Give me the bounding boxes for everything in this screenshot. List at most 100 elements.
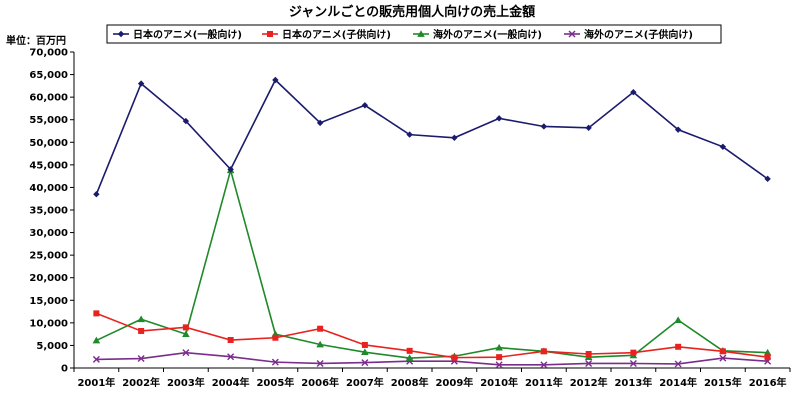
x-tick-label: 2007年	[346, 376, 384, 389]
y-tick-label: 40,000	[29, 183, 68, 194]
data-point-x	[719, 354, 727, 362]
y-tick-label: 70,000	[29, 48, 68, 59]
y-tick-label: 45,000	[29, 160, 68, 171]
series-4	[92, 349, 772, 369]
axes: 0 5,000 10,000 15,000 20,000 25,000 30,000 35,0…	[29, 48, 791, 389]
data-point-square	[406, 347, 413, 354]
series-line	[96, 351, 768, 366]
data-point-diamond	[137, 80, 145, 87]
x-tick-label: 2010年	[480, 376, 518, 389]
data-point-diamond	[495, 115, 503, 122]
series-3	[92, 166, 772, 361]
x-tick-label: 2005年	[256, 376, 294, 389]
data-point-square	[451, 354, 458, 361]
y-tick-label: 35,000	[29, 206, 68, 217]
x-tick-label: 2015年	[704, 376, 742, 389]
x-tick-label: 2001年	[77, 376, 115, 389]
x-tick-label: 2011年	[525, 376, 563, 389]
data-point-x-stroke	[182, 349, 190, 357]
data-point-triangle	[182, 330, 190, 337]
data-point-x-stroke	[92, 355, 100, 363]
data-point-square	[585, 351, 592, 358]
data-point-square	[764, 354, 771, 361]
data-point-diamond	[272, 76, 279, 84]
data-point-x-stroke	[568, 30, 576, 38]
x-tick-label: 2008年	[391, 376, 429, 389]
legend-item-3: 海外のアニメ(一般向け)	[413, 28, 542, 41]
data-point-diamond	[674, 126, 682, 133]
legend: 日本のアニメ(一般向け) 日本のアニメ(子供向け) 海外のアニメ(一般向け) 海外のア…	[106, 24, 722, 44]
data-point-square	[361, 341, 368, 348]
series-1	[93, 76, 771, 198]
x-tick-label: 2014年	[659, 376, 697, 389]
data-point-x	[495, 361, 503, 369]
y-tick-label: 20,000	[29, 273, 68, 284]
data-point-x	[629, 359, 637, 367]
y-tick-label: 30,000	[29, 228, 68, 239]
data-point-square	[496, 354, 503, 361]
legend-label: 海外のアニメ(一般向け)	[433, 28, 542, 41]
data-point-x	[137, 355, 145, 363]
data-point-x	[92, 355, 100, 363]
data-point-x	[182, 349, 190, 357]
x-tick-label: 2009年	[435, 376, 473, 389]
x-tick-label: 2016年	[749, 376, 787, 389]
data-point-diamond	[719, 143, 727, 150]
data-point-x	[585, 359, 593, 367]
y-tick-label: 25,000	[29, 251, 68, 262]
data-point-x-stroke	[540, 361, 548, 369]
x-tick-label: 2004年	[212, 376, 250, 389]
data-point-triangle	[763, 348, 772, 356]
data-point-x-stroke	[361, 359, 369, 367]
data-point-diamond	[361, 102, 369, 109]
data-point-x-stroke	[137, 355, 145, 363]
y-tick-label: 55,000	[29, 115, 68, 126]
data-point-x	[361, 359, 369, 367]
data-point-x-stroke	[227, 353, 235, 361]
x-tick-label: 2002年	[122, 376, 160, 389]
unit-label: 単位：百万円	[6, 34, 66, 47]
data-point-square	[138, 327, 145, 334]
data-point-x	[227, 353, 235, 361]
legend-label: 海外のアニメ(子供向け)	[584, 28, 693, 41]
data-point-square	[630, 349, 637, 356]
data-point-diamond	[451, 134, 458, 141]
data-point-triangle	[137, 315, 145, 323]
data-point-x-stroke	[585, 359, 593, 367]
data-point-x-stroke	[271, 358, 279, 366]
data-point-square	[675, 343, 682, 350]
y-tick-label: 0	[61, 364, 68, 375]
data-point-triangle	[92, 336, 101, 344]
data-point-square	[317, 325, 324, 332]
legend-item-4: 海外のアニメ(子供向け)	[564, 28, 693, 41]
data-point-triangle	[674, 316, 682, 323]
data-point-triangle	[495, 343, 503, 351]
series-line	[96, 167, 768, 359]
y-tick-label: 50,000	[29, 138, 68, 149]
data-point-square	[227, 337, 234, 344]
data-point-diamond	[316, 119, 324, 127]
legend-label: 日本のアニメ(一般向け)	[133, 28, 242, 41]
y-tick-label: 65,000	[29, 70, 68, 81]
data-point-diamond	[406, 131, 413, 138]
chart-title: ジャンルごとの販売用個人向けの売上金額	[289, 4, 535, 20]
data-point-triangle	[361, 348, 369, 356]
data-point-square	[540, 348, 547, 355]
data-point-x-stroke	[719, 354, 727, 362]
data-point-square	[93, 310, 100, 317]
x-tick-label: 2006年	[301, 376, 339, 389]
y-tick-label: 15,000	[29, 296, 68, 307]
data-point-x	[568, 30, 576, 38]
data-point-diamond	[764, 175, 771, 183]
data-point-diamond	[630, 88, 637, 96]
data-point-triangle	[405, 354, 414, 361]
data-point-square	[719, 348, 726, 355]
data-point-square	[272, 334, 279, 341]
y-tick-label: 60,000	[29, 93, 68, 104]
legend-item-1: 日本のアニメ(一般向け)	[113, 28, 242, 41]
x-tick-label: 2013年	[614, 376, 652, 389]
data-point-diamond	[93, 191, 100, 198]
x-tick-label: 2003年	[167, 376, 205, 389]
